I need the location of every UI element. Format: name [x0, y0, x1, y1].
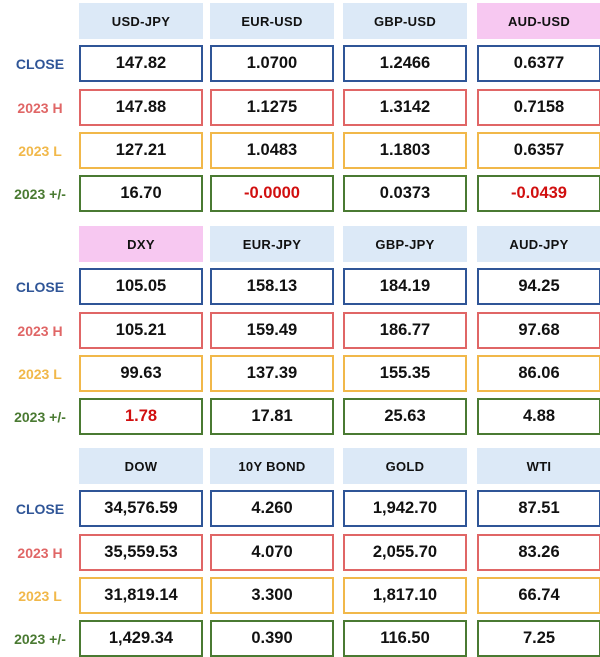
value-cell-change: 0.390 — [210, 620, 334, 657]
value-cell-high: 35,559.53 — [79, 534, 203, 571]
column-header: GBP-USD — [343, 3, 467, 39]
value-cell-close: 1,942.70 — [343, 490, 467, 527]
row-label-change: 2023 +/- — [14, 185, 66, 202]
value-cell-low: 99.63 — [79, 355, 203, 392]
column-header: DOW — [79, 448, 203, 484]
value-cell-close: 158.13 — [210, 268, 334, 305]
value-cell-close: 94.25 — [477, 268, 600, 305]
row-label-change: 2023 +/- — [14, 630, 66, 647]
value-cell-close: 105.05 — [79, 268, 203, 305]
value-cell-close: 0.6377 — [477, 45, 600, 82]
row-label-change: 2023 +/- — [14, 408, 66, 425]
row-label-close: CLOSE — [15, 278, 65, 295]
column-header: GOLD — [343, 448, 467, 484]
value-cell-close: 87.51 — [477, 490, 600, 527]
value-cell-change: 7.25 — [477, 620, 600, 657]
column-header: DXY — [79, 226, 203, 262]
value-cell-change: 0.0373 — [343, 175, 467, 212]
column-header: WTI — [477, 448, 600, 484]
value-cell-high: 97.68 — [477, 312, 600, 349]
value-cell-change: 1,429.34 — [79, 620, 203, 657]
value-cell-change: 4.88 — [477, 398, 600, 435]
value-cell-change: 1.78 — [79, 398, 203, 435]
value-cell-high: 159.49 — [210, 312, 334, 349]
value-cell-high: 1.1275 — [210, 89, 334, 126]
column-header: EUR-USD — [210, 3, 334, 39]
value-cell-low: 0.6357 — [477, 132, 600, 169]
value-cell-low: 31,819.14 — [79, 577, 203, 614]
column-header: AUD-USD — [477, 3, 600, 39]
value-cell-high: 83.26 — [477, 534, 600, 571]
row-label-low: 2023 L — [18, 142, 62, 159]
value-cell-low: 1.1803 — [343, 132, 467, 169]
value-cell-close: 147.82 — [79, 45, 203, 82]
value-cell-low: 1,817.10 — [343, 577, 467, 614]
row-label-close: CLOSE — [15, 55, 65, 72]
value-cell-high: 0.7158 — [477, 89, 600, 126]
value-cell-change: 16.70 — [79, 175, 203, 212]
row-label-close: CLOSE — [15, 500, 65, 517]
row-label-low: 2023 L — [18, 587, 62, 604]
column-header: USD-JPY — [79, 3, 203, 39]
value-cell-close: 1.0700 — [210, 45, 334, 82]
value-cell-change: -0.0439 — [477, 175, 600, 212]
column-header: GBP-JPY — [343, 226, 467, 262]
value-cell-high: 147.88 — [79, 89, 203, 126]
column-header: 10Y BOND — [210, 448, 334, 484]
value-cell-change: -0.0000 — [210, 175, 334, 212]
value-cell-high: 2,055.70 — [343, 534, 467, 571]
row-label-high: 2023 H — [17, 322, 63, 339]
value-cell-close: 1.2466 — [343, 45, 467, 82]
value-cell-high: 4.070 — [210, 534, 334, 571]
value-cell-change: 25.63 — [343, 398, 467, 435]
row-label-high: 2023 H — [17, 99, 63, 116]
row-label-high: 2023 H — [17, 544, 63, 561]
value-cell-high: 186.77 — [343, 312, 467, 349]
value-cell-low: 137.39 — [210, 355, 334, 392]
column-header: EUR-JPY — [210, 226, 334, 262]
row-label-low: 2023 L — [18, 365, 62, 382]
column-header: AUD-JPY — [477, 226, 600, 262]
value-cell-change: 116.50 — [343, 620, 467, 657]
value-cell-close: 34,576.59 — [79, 490, 203, 527]
value-cell-high: 105.21 — [79, 312, 203, 349]
value-cell-close: 4.260 — [210, 490, 334, 527]
value-cell-low: 3.300 — [210, 577, 334, 614]
value-cell-high: 1.3142 — [343, 89, 467, 126]
value-cell-close: 184.19 — [343, 268, 467, 305]
value-cell-change: 17.81 — [210, 398, 334, 435]
value-cell-low: 155.35 — [343, 355, 467, 392]
value-cell-low: 66.74 — [477, 577, 600, 614]
value-cell-low: 1.0483 — [210, 132, 334, 169]
value-cell-low: 86.06 — [477, 355, 600, 392]
value-cell-low: 127.21 — [79, 132, 203, 169]
